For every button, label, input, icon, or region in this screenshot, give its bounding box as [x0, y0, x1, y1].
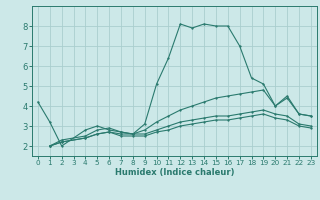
X-axis label: Humidex (Indice chaleur): Humidex (Indice chaleur)	[115, 168, 234, 177]
